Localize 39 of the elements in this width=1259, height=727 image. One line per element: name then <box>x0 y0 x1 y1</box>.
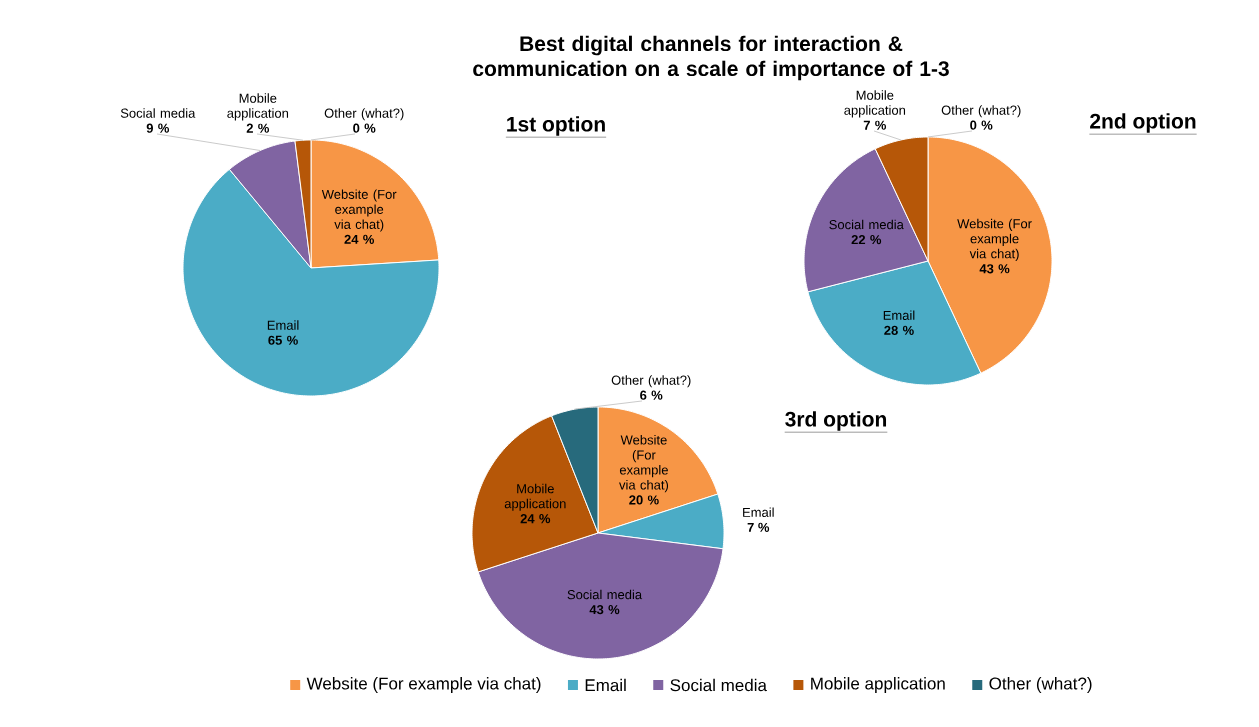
data-label: 28 % <box>884 325 914 335</box>
legend-label: Website (For example via chat) <box>306 677 541 693</box>
data-label: 6 % <box>640 390 663 400</box>
text: 0 % <box>353 123 376 133</box>
slice-label: Mobile application <box>227 93 289 121</box>
data-label: 43 % <box>979 264 1010 274</box>
slice-label: Email <box>267 320 299 330</box>
slice-label: Social media <box>829 219 904 230</box>
slice-label: Website (For example via chat) <box>957 218 1032 261</box>
data-label: 43 % <box>589 605 620 615</box>
slice-label: Mobile application <box>844 90 906 118</box>
data-label: 65 % <box>268 335 298 345</box>
data-label: 9 % <box>146 123 170 133</box>
slice-label: Social media <box>567 589 643 600</box>
slice-label: Social media <box>120 108 196 118</box>
slice-label: Website (For example via chat) <box>619 435 669 493</box>
text: 0 % <box>970 120 993 130</box>
category-label: Other (what?) <box>941 105 1021 118</box>
text: Best digital channels for interaction & communication on a scale of importance of 1-3 <box>473 35 949 81</box>
legend-label: Email <box>585 678 626 692</box>
slice-label: Mobile application <box>504 483 566 511</box>
data-label: 22 % <box>851 235 882 245</box>
data-label: 7 % <box>747 522 770 532</box>
text: 2nd option <box>1090 113 1196 133</box>
slice-label: Email <box>883 310 915 320</box>
legend-label: Other (what?) <box>989 677 1092 693</box>
slice-label: Other (what?) <box>611 375 691 388</box>
data-label: 24 % <box>520 514 551 524</box>
category-label: Other (what?) <box>324 108 404 121</box>
text: 1st option <box>507 116 605 136</box>
slice-label: Website (For example via chat) <box>321 189 397 232</box>
legend-label: Social media <box>670 678 767 692</box>
slice-label: Email <box>743 507 774 517</box>
data-label: 7 % <box>863 120 887 130</box>
data-label: 24 % <box>344 234 375 244</box>
text: 3rd option <box>785 411 887 431</box>
legend-label: Mobile application <box>811 677 945 693</box>
data-label: 20 % <box>629 495 659 505</box>
data-label: 2 % <box>246 123 270 133</box>
